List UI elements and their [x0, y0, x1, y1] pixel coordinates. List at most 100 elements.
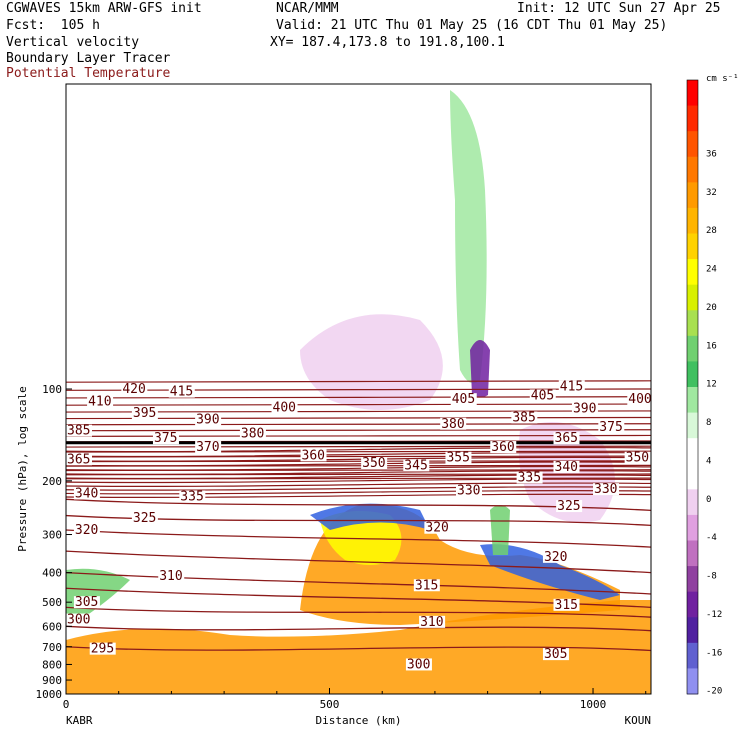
theta-label: 335	[518, 470, 541, 485]
y-tick-label: 1000	[36, 688, 63, 701]
end-station-label: KOUN	[625, 714, 652, 727]
theta-label-bg	[121, 383, 148, 395]
theta-contour	[65, 606, 652, 618]
colorbar-tick-label: 4	[706, 456, 711, 466]
theta-label-bg	[152, 432, 179, 445]
x-tick-label: 1000	[580, 698, 607, 711]
header-init-time: Init: 12 UTC Sun 27 Apr 25	[517, 1, 721, 16]
theta-label: 400	[628, 392, 651, 407]
y-tick-label: 500	[42, 596, 62, 609]
colorbar-swatch	[687, 182, 698, 209]
theta-label: 415	[170, 385, 193, 400]
theta-label: 390	[196, 413, 219, 428]
colorbar-swatch	[687, 540, 698, 567]
y-tick-label: 600	[42, 620, 62, 633]
colorbar-swatch	[687, 361, 698, 388]
tracer-green-left	[66, 568, 130, 623]
theta-label: 320	[75, 523, 98, 538]
theta-label-bg	[195, 413, 222, 426]
theta-label-bg	[556, 500, 583, 513]
colorbar-swatch	[687, 514, 698, 541]
theta-label: 385	[67, 424, 90, 439]
theta-label-bg	[419, 615, 446, 628]
y-tick-label: 100	[42, 383, 62, 396]
colorbar-swatch	[687, 131, 698, 158]
theta-label-bg	[403, 459, 430, 472]
theta-label: 360	[302, 448, 325, 463]
theta-label-bg	[66, 453, 92, 466]
header-field-potential-temperature: Potential Temperature	[6, 66, 171, 81]
theta-label: 300	[67, 613, 90, 628]
theta-label-bg	[168, 385, 195, 398]
theta-contour	[65, 446, 652, 453]
theta-label: 385	[512, 410, 535, 425]
colorbar-tick-label: 20	[706, 303, 717, 313]
theta-label-bg	[300, 449, 327, 462]
theta-label-bg	[490, 441, 517, 454]
theta-label: 380	[241, 427, 264, 442]
theta-label: 315	[555, 598, 578, 613]
colorbar-tick-label: 16	[706, 341, 717, 351]
colorbar-swatch	[687, 335, 698, 362]
theta-label-bg	[73, 487, 100, 500]
theta-label-bg	[131, 512, 158, 525]
colorbar-swatch	[687, 105, 698, 132]
theta-label: 350	[362, 456, 385, 471]
theta-label-bg	[66, 613, 92, 626]
y-tick-label: 800	[42, 658, 62, 671]
colorbar-swatch	[687, 156, 698, 183]
theta-label: 365	[555, 431, 578, 446]
colorbar-swatch	[687, 387, 698, 414]
theta-label-bg	[158, 569, 185, 582]
colorbar-tick-label: -20	[706, 687, 722, 697]
theta-label-bg	[424, 521, 451, 534]
theta-contour	[65, 625, 652, 632]
colorbar-swatch	[687, 438, 698, 465]
theta-label: 375	[599, 420, 622, 435]
theta-contour	[65, 429, 652, 432]
colorbar-swatch	[687, 207, 698, 234]
colorbar-tick-label: 32	[706, 188, 717, 198]
colorbar-tick-label: 12	[706, 380, 717, 390]
theta-label: 415	[560, 379, 583, 394]
theta-label-bg	[516, 471, 543, 484]
theta-label: 355	[446, 451, 469, 466]
theta-contour	[65, 403, 652, 406]
theta-label-bg	[511, 411, 538, 424]
theta-contour	[65, 482, 652, 487]
theta-label: 375	[154, 431, 177, 446]
theta-label: 305	[75, 595, 98, 610]
x-axis-label: Distance (km)	[315, 714, 401, 727]
theta-label-bg	[456, 484, 482, 497]
updraft-green-upper	[450, 90, 487, 384]
start-station-label: KABR	[66, 714, 93, 727]
theta-label-bg	[593, 483, 620, 496]
colorbar-swatch	[687, 591, 698, 618]
y-tick-label: 200	[42, 475, 62, 488]
theta-label-bg	[195, 441, 222, 454]
theta-label: 320	[425, 521, 448, 536]
colorbar-swatch	[687, 566, 698, 593]
colorbar-tick-label: 24	[706, 265, 717, 275]
theta-label: 380	[441, 417, 464, 432]
colorbar-swatch	[687, 284, 698, 311]
theta-label-bg	[627, 393, 654, 406]
theta-label: 305	[544, 647, 567, 662]
theta-label-bg	[440, 417, 467, 430]
theta-label: 320	[544, 550, 567, 565]
theta-label: 370	[196, 440, 219, 455]
colorbar-swatch	[687, 310, 698, 337]
downdraft-purple-core	[470, 340, 490, 398]
theta-label-bg	[73, 596, 100, 609]
theta-contour	[65, 423, 652, 426]
colorbar-tick-label: 0	[706, 495, 711, 505]
theta-contour	[65, 490, 652, 495]
theta-contour	[65, 456, 652, 462]
theta-label: 335	[180, 489, 203, 504]
header-field-boundary-layer-tracer: Boundary Layer Tracer	[6, 51, 171, 66]
theta-contour	[65, 571, 652, 595]
theta-label: 350	[626, 451, 649, 466]
theta-label-bg	[542, 648, 569, 661]
theta-label-bg	[553, 598, 580, 611]
colorbar-tick-label: 28	[706, 226, 717, 236]
